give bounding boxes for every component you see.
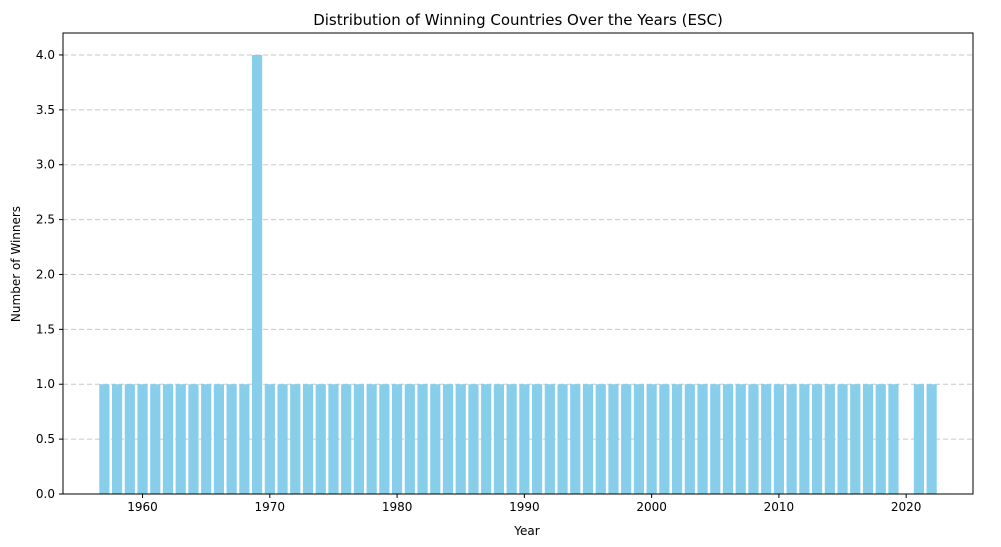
bar-1995 [582,384,594,494]
x-axis: 1960 1970 1980 1990 2000 2010 2020 [127,494,921,514]
y-tick-label: 2.5 [36,213,55,227]
bar-2012 [799,384,810,494]
y-tick-label: 1.5 [36,322,55,336]
bar-1968 [239,384,250,494]
bar-1991 [532,384,543,494]
x-tick-label: 2020 [891,500,922,514]
bar-1993 [557,384,568,494]
y-tick-label: 4.0 [36,48,55,62]
bar-1992 [544,384,555,494]
bar-1978 [366,384,377,494]
x-axis-label: Year [513,524,539,538]
bar-2018 [875,384,886,494]
bar-2007 [735,384,746,494]
bar-1983 [430,384,441,494]
bar-1969 [252,54,263,494]
bar-1967 [226,384,237,494]
bar-1974 [315,384,326,494]
bar-1964 [188,384,199,494]
bar-2016 [850,384,861,494]
bar-2014 [824,384,835,494]
bar-1962 [162,384,174,494]
plot-frame [62,32,974,495]
bar-1961 [150,384,161,494]
bar-1966 [213,384,224,494]
y-tick-label: 1.0 [36,377,55,391]
bar-2006 [722,384,734,494]
bar-1997 [608,384,619,494]
bar-2003 [684,384,695,494]
x-tick-label: 1970 [255,500,286,514]
bar-1976 [341,384,352,494]
bar-1973 [302,384,314,494]
y-tick-label: 3.5 [36,103,55,117]
bar-1960 [137,384,148,494]
bar-1958 [112,384,123,494]
y-tick-label: 3.0 [36,158,55,172]
bar-1986 [468,384,479,494]
y-axis-label: Number of Winners [9,206,23,322]
y-axis: 0.0 0.5 1.0 1.5 2.0 2.5 3.0 3.5 4.0 [36,48,63,501]
bar-2010 [773,384,784,494]
bar-1984 [442,384,454,494]
bar-1994 [570,384,581,494]
bar-2022 [926,384,937,494]
bar-layer [99,54,937,494]
bar-2019 [888,384,899,494]
y-tick-label: 0.0 [36,487,55,501]
bar-1999 [633,384,644,494]
chart-title: Distribution of Winning Countries Over t… [313,11,723,29]
bar-2017 [862,384,874,494]
y-tick-label: 2.0 [36,267,55,281]
bar-2004 [697,384,708,494]
bar-1963 [175,384,186,494]
y-tick-label: 0.5 [36,432,55,446]
bar-1987 [481,384,492,494]
bar-1989 [506,384,517,494]
bar-1957 [99,384,110,494]
bar-1985 [455,384,466,494]
bar-2005 [710,384,721,494]
x-tick-label: 1980 [382,500,413,514]
bar-1998 [621,384,632,494]
bar-1981 [404,384,415,494]
bar-1982 [417,384,428,494]
bar-2013 [812,384,823,494]
bar-1975 [328,384,339,494]
bar-1972 [290,384,301,494]
bar-2009 [761,384,772,494]
bar-1996 [595,384,606,494]
bar-1971 [277,384,288,494]
x-tick-label: 1990 [509,500,540,514]
x-tick-label: 1960 [127,500,158,514]
bar-2000 [646,384,657,494]
bar-1977 [353,384,364,494]
bar-1970 [264,384,275,494]
bar-1959 [124,384,135,494]
bar-1988 [493,384,504,494]
bar-1990 [519,384,530,494]
bar-2011 [786,384,797,494]
bar-1979 [379,384,390,494]
bar-2021 [913,384,924,494]
bar-1965 [201,384,212,494]
bar-1980 [392,384,403,494]
bar-2002 [672,384,683,494]
x-tick-label: 2000 [636,500,667,514]
bar-2001 [659,384,670,494]
x-tick-label: 2010 [764,500,795,514]
bar-2008 [748,384,759,494]
grid-layer [63,54,973,495]
bar-2015 [837,384,848,494]
